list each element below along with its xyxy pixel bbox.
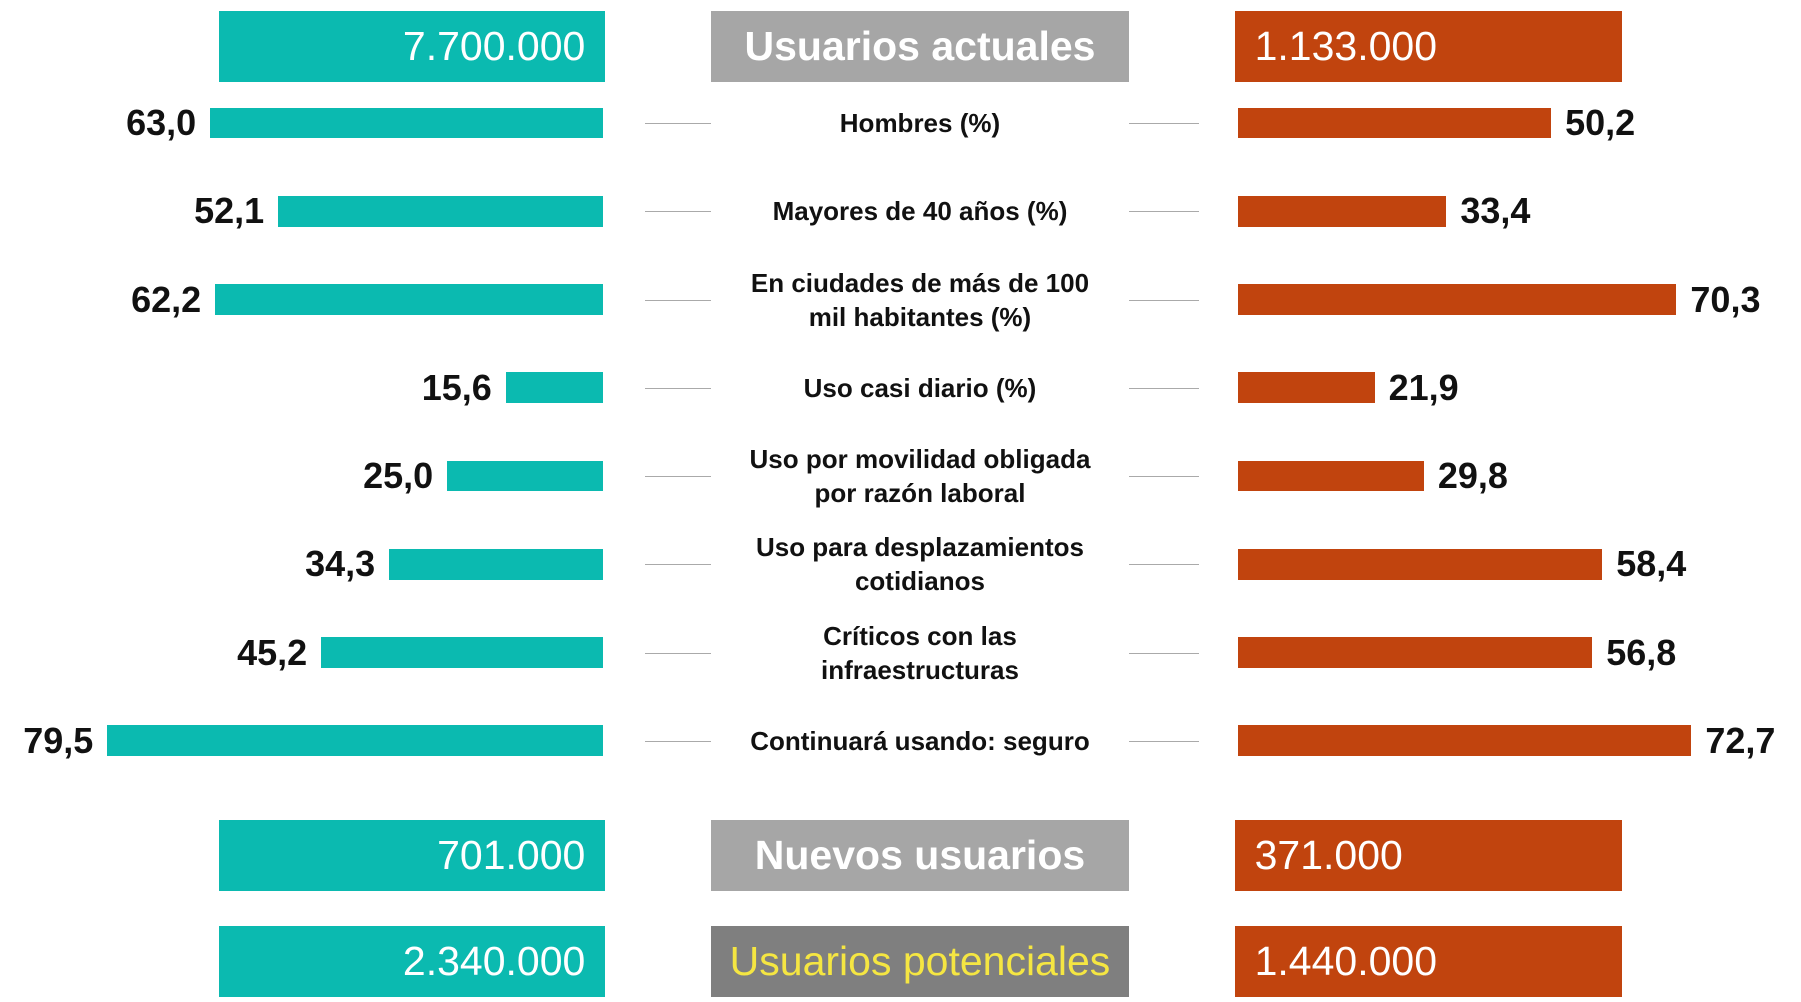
value-label: 70,3 (1690, 278, 1761, 320)
summary-value: 371.000 (1234, 819, 1623, 891)
connector (1128, 299, 1200, 301)
bar (1238, 284, 1677, 315)
value-label: 45,2 (237, 631, 308, 673)
value-label: 72,7 (1705, 719, 1776, 761)
connector (645, 299, 712, 301)
category-label: Uso para desplazamientos cotidianos (755, 532, 1084, 597)
bar (1238, 107, 1552, 139)
category-label: Uso por movilidad obligada por razón lab… (749, 444, 1091, 509)
value-label: 33,4 (1460, 190, 1531, 232)
summary-value: 2.340.000 (218, 925, 606, 997)
value-label: 52,1 (194, 190, 265, 232)
bar (505, 372, 604, 404)
connector (645, 211, 712, 213)
bar (107, 725, 604, 757)
value-label: 58,4 (1616, 543, 1687, 585)
value-label: 56,8 (1606, 631, 1677, 673)
connector (1128, 476, 1200, 478)
value-label: 25,0 (363, 455, 434, 497)
bar (1238, 548, 1603, 580)
value-label: 50,2 (1565, 102, 1636, 144)
summary-title: Nuevos usuarios (711, 819, 1129, 891)
connector (1128, 564, 1200, 566)
bar (1238, 372, 1375, 404)
category-label: Continuará usando: seguro (750, 725, 1090, 756)
category-label: Hombres (%) (839, 108, 1001, 139)
connector (645, 476, 712, 478)
summary-value: 1.133.000 (1234, 11, 1623, 83)
value-label: 29,8 (1437, 455, 1508, 497)
bar (1238, 195, 1447, 227)
connector (645, 564, 712, 566)
bar (1238, 460, 1424, 492)
bar (321, 637, 604, 668)
summary-title: Usuarios actuales (711, 11, 1129, 83)
bar (210, 107, 604, 139)
connector (645, 387, 712, 389)
bar (1238, 725, 1692, 757)
value-label: 15,6 (421, 366, 492, 408)
connector (1128, 652, 1200, 654)
connector (1128, 211, 1200, 213)
category-label: En ciudades de más de 100 mil habitantes… (750, 267, 1090, 332)
bar (389, 548, 604, 580)
bar (215, 284, 604, 315)
bar (1238, 637, 1593, 668)
summary-title: Usuarios potenciales (711, 925, 1129, 997)
value-label: 79,5 (23, 719, 94, 761)
connector (1128, 123, 1200, 125)
connector (1128, 740, 1200, 742)
category-label: Mayores de 40 años (%) (772, 196, 1068, 227)
summary-value: 1.440.000 (1234, 925, 1623, 997)
value-label: 34,3 (305, 543, 376, 585)
connector (645, 652, 712, 654)
value-label: 62,2 (131, 278, 202, 320)
connector (645, 740, 712, 742)
summary-value: 701.000 (218, 819, 606, 891)
category-label: Uso casi diario (%) (803, 372, 1037, 403)
category-label: Críticos con las infraestructuras (820, 620, 1019, 685)
bar (447, 460, 604, 492)
connector (645, 123, 712, 125)
bar (278, 195, 604, 227)
connector (1128, 387, 1200, 389)
summary-value: 7.700.000 (218, 11, 606, 83)
value-label: 21,9 (1388, 366, 1459, 408)
value-label: 63,0 (126, 102, 197, 144)
